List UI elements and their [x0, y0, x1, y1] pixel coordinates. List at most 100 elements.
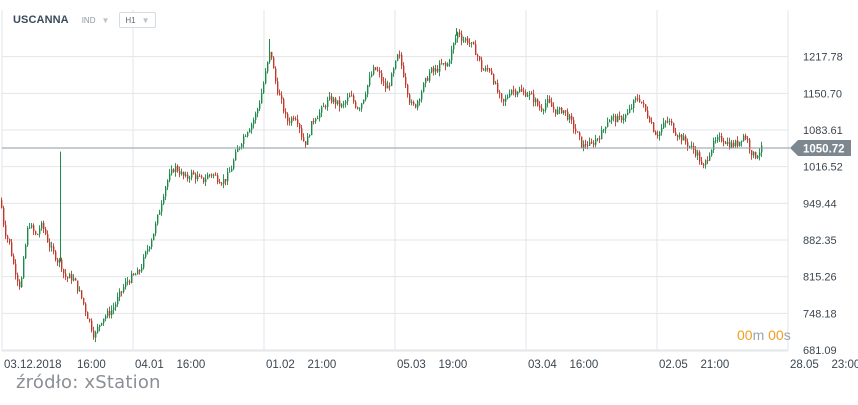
candle-body[interactable]	[661, 127, 663, 133]
candle-body[interactable]	[549, 99, 551, 103]
candle-body[interactable]	[467, 38, 469, 43]
candle-body[interactable]	[671, 121, 673, 124]
candle-body[interactable]	[19, 281, 21, 288]
candle-body[interactable]	[27, 227, 29, 246]
candle-body[interactable]	[371, 74, 373, 77]
candle-body[interactable]	[473, 42, 475, 45]
candle-body[interactable]	[439, 63, 441, 72]
candle-body[interactable]	[501, 93, 503, 100]
candle-body[interactable]	[523, 91, 525, 93]
candle-body[interactable]	[363, 99, 365, 104]
candle-body[interactable]	[591, 142, 593, 144]
candle-body[interactable]	[355, 101, 357, 108]
candle-body[interactable]	[35, 231, 37, 235]
candle-body[interactable]	[721, 136, 723, 142]
candle-body[interactable]	[263, 83, 265, 93]
candle-body[interactable]	[309, 135, 311, 137]
candle-body[interactable]	[211, 174, 213, 176]
candle-body[interactable]	[379, 70, 381, 74]
candle-body[interactable]	[155, 223, 157, 234]
candle-body[interactable]	[273, 57, 275, 69]
candle-body[interactable]	[647, 110, 649, 118]
candle-body[interactable]	[745, 135, 747, 139]
candle-body[interactable]	[323, 106, 325, 108]
candle-body[interactable]	[711, 149, 713, 156]
candle-body[interactable]	[167, 180, 169, 187]
candle-body[interactable]	[429, 72, 431, 81]
candle-body[interactable]	[673, 123, 675, 133]
candle-body[interactable]	[667, 121, 669, 123]
candle-body[interactable]	[383, 81, 385, 83]
candle-body[interactable]	[51, 246, 53, 248]
candle-body[interactable]	[89, 318, 91, 321]
candle-body[interactable]	[491, 70, 493, 75]
candle-body[interactable]	[1, 200, 3, 208]
candle-body[interactable]	[415, 104, 417, 108]
candle-body[interactable]	[625, 114, 627, 119]
candle-body[interactable]	[639, 99, 641, 102]
candle-body[interactable]	[255, 113, 257, 120]
candle-body[interactable]	[749, 139, 751, 151]
candle-body[interactable]	[567, 111, 569, 120]
candle-body[interactable]	[109, 311, 111, 316]
candle-body[interactable]	[577, 131, 579, 133]
candle-body[interactable]	[607, 122, 609, 127]
candle-body[interactable]	[261, 92, 263, 104]
candle-body[interactable]	[489, 69, 491, 71]
candle-body[interactable]	[287, 114, 289, 122]
candle-body[interactable]	[165, 186, 167, 197]
candle-body[interactable]	[545, 103, 547, 110]
candle-body[interactable]	[295, 118, 297, 120]
candle-body[interactable]	[719, 136, 721, 138]
candle-body[interactable]	[39, 228, 41, 235]
candle-body[interactable]	[63, 269, 65, 274]
candle-body[interactable]	[3, 207, 5, 225]
candle-body[interactable]	[409, 94, 411, 103]
candle-body[interactable]	[465, 38, 467, 41]
candle-body[interactable]	[259, 103, 261, 110]
candle-body[interactable]	[191, 172, 193, 178]
candle-body[interactable]	[729, 141, 731, 148]
candle-body[interactable]	[617, 115, 619, 123]
candle-body[interactable]	[621, 116, 623, 121]
candle-body[interactable]	[129, 281, 131, 283]
candle-body[interactable]	[493, 74, 495, 84]
candle-body[interactable]	[649, 117, 651, 122]
candlestick-series[interactable]	[1, 28, 763, 343]
candle-body[interactable]	[401, 54, 403, 66]
candle-body[interactable]	[159, 211, 161, 215]
candle-body[interactable]	[541, 107, 543, 111]
candle-body[interactable]	[115, 304, 117, 308]
candle-body[interactable]	[57, 259, 59, 263]
candle-body[interactable]	[561, 107, 563, 114]
candle-body[interactable]	[405, 76, 407, 85]
candle-body[interactable]	[635, 98, 637, 101]
candle-body[interactable]	[141, 267, 143, 272]
candle-body[interactable]	[505, 98, 507, 102]
candle-body[interactable]	[605, 126, 607, 130]
candle-body[interactable]	[29, 227, 31, 229]
candle-body[interactable]	[477, 55, 479, 57]
candle-body[interactable]	[411, 102, 413, 104]
timeframe-select[interactable]: H1 ▼	[119, 12, 156, 28]
candle-body[interactable]	[739, 141, 741, 146]
candle-body[interactable]	[195, 174, 197, 180]
candle-body[interactable]	[391, 73, 393, 86]
candle-body[interactable]	[375, 67, 377, 70]
candle-body[interactable]	[11, 242, 13, 256]
candle-body[interactable]	[127, 281, 129, 283]
candle-body[interactable]	[637, 98, 639, 100]
candle-body[interactable]	[433, 67, 435, 72]
candle-body[interactable]	[431, 67, 433, 73]
candle-body[interactable]	[531, 93, 533, 95]
candle-body[interactable]	[447, 63, 449, 67]
candle-body[interactable]	[185, 174, 187, 176]
candle-body[interactable]	[145, 251, 147, 258]
candle-body[interactable]	[75, 278, 77, 281]
candle-body[interactable]	[139, 270, 141, 272]
candle-body[interactable]	[485, 67, 487, 71]
candle-body[interactable]	[651, 121, 653, 123]
candle-body[interactable]	[537, 99, 539, 106]
candle-body[interactable]	[367, 85, 369, 95]
candle-body[interactable]	[683, 136, 685, 141]
